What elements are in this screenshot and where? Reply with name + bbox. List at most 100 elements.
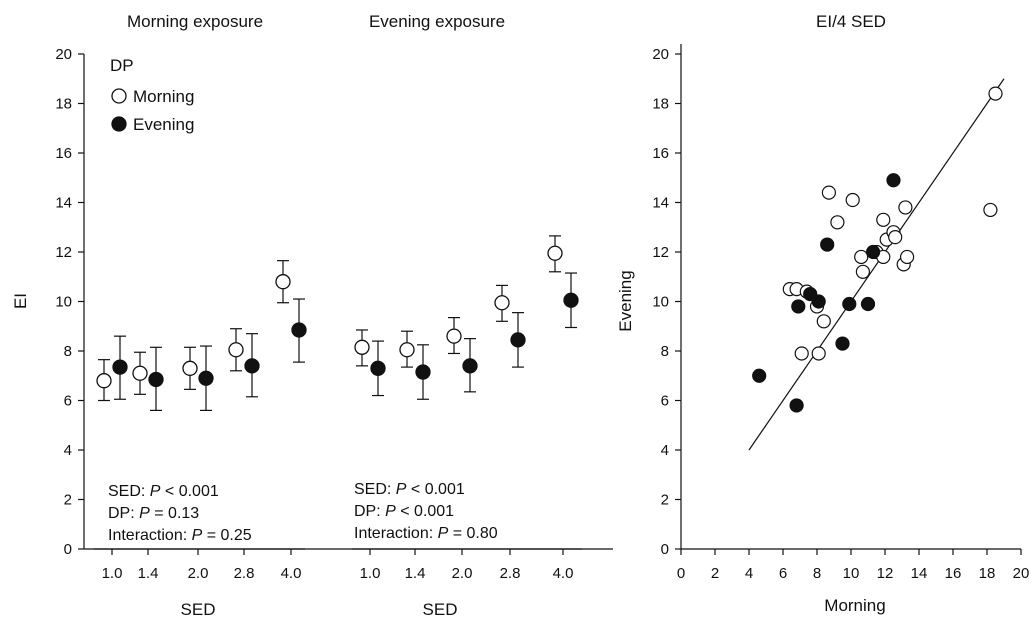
panel-right-scatter: EI/4 SED Morning Evening 0 2 4 6 8 10 12 14 16 18…: [616, 12, 1029, 615]
subplot-0-morning-2-point: [182, 360, 198, 376]
stats-morning-exposure: SED: P < 0.001 DP: P = 0.13 Interaction:…: [108, 483, 252, 544]
right-y-tick-label-2: 4: [661, 442, 669, 459]
subplot-xlabel-evening: SED: [423, 600, 458, 619]
left-y-tick-label-9: 18: [55, 96, 72, 113]
right-title: EI/4 SED: [816, 12, 886, 31]
subplot-1-morning-3-point: [494, 295, 510, 311]
left-y-ticks: 0 2 4 6 8 10 12 14 16 18 20: [55, 46, 84, 558]
subplot-xlabel-morning: SED: [181, 600, 216, 619]
regression-line: [748, 78, 1005, 451]
right-morning-point-7: [821, 185, 837, 200]
right-y-tick-label-1: 2: [661, 492, 669, 509]
subplot-1-x-tick-label-3: 2.8: [500, 565, 521, 582]
right-x-tick-label-2: 4: [745, 565, 753, 582]
right-y-tick-label-0: 0: [661, 541, 669, 558]
right-morning-point-21: [983, 202, 998, 218]
subplot-1-x-tick-label-4: 4.0: [553, 565, 574, 582]
right-x-tick-label-3: 6: [779, 565, 787, 582]
right-y-tick-label-10: 20: [652, 46, 669, 63]
right-evening-point-7: [842, 296, 857, 312]
left-y-tick-label-4: 8: [64, 343, 72, 360]
subplot-0-x-tick-label-1: 1.4: [138, 565, 159, 582]
right-morning-point-13: [876, 212, 891, 227]
left-y-tick-label-10: 20: [55, 46, 72, 63]
right-evening-point-5: [820, 237, 835, 252]
stats-evening-exposure: SED: P < 0.001 DP: P < 0.001 Interaction…: [354, 481, 498, 542]
right-x-tick-label-0: 0: [677, 565, 685, 582]
subplot-title-morning-exposure: Morning exposure: [127, 12, 263, 31]
subplot-0-evening-1-point: [148, 371, 164, 388]
legend-evening-marker: [111, 116, 127, 132]
right-y-tick-label-5: 10: [652, 294, 669, 311]
left-y-tick-label-1: 2: [64, 492, 72, 509]
right-morning-point-11: [855, 264, 871, 279]
right-x-tick-label-8: 16: [945, 565, 962, 582]
left-y-tick-label-3: 6: [64, 393, 72, 410]
right-y-tick-label-8: 16: [652, 145, 669, 162]
legend: DP Morning Evening: [110, 56, 194, 134]
right-morning-point-9: [845, 192, 860, 208]
left-y-tick-label-0: 0: [64, 541, 72, 558]
right-x-tick-label-7: 14: [911, 565, 928, 582]
subplot-0-morning-0-point: [96, 373, 112, 389]
subplot-0-x-tick-label-3: 2.8: [234, 565, 255, 582]
right-evening-point-1: [789, 398, 804, 413]
right-morning-point-22: [988, 86, 1003, 101]
subplot-1-evening-3-point: [510, 332, 526, 348]
subplot-title-evening-exposure: Evening exposure: [369, 12, 505, 31]
right-evening-point-10: [886, 173, 901, 188]
stat-evening-dp: DP: P < 0.001: [354, 503, 454, 520]
right-x-tick-label-5: 10: [843, 565, 860, 582]
subplot-0-evening-0-point: [112, 359, 128, 375]
subplot-1-x-tick-label-2: 2.0: [452, 565, 473, 582]
right-morning-point-17: [888, 230, 903, 245]
subplot-1-morning-2-point: [446, 328, 462, 344]
stat-morning-sed: SED: P < 0.001: [108, 483, 219, 500]
left-y-tick-label-7: 14: [55, 195, 72, 212]
right-evening-point-4: [811, 294, 826, 309]
right-x-tick-label-6: 12: [877, 565, 894, 582]
subplot-evening-exposure: Evening exposure SED 1.0 1.4 2.0 2.8 4.0: [352, 12, 582, 619]
subplot-1-evening-4-point: [563, 292, 579, 308]
legend-morning-label: Morning: [133, 87, 194, 106]
subplot-0-morning-4-point: [275, 274, 291, 290]
right-evening-point-2: [791, 299, 806, 314]
left-y-tick-label-5: 10: [55, 294, 72, 311]
right-morning-point-8: [830, 215, 845, 230]
stat-evening-sed: SED: P < 0.001: [354, 481, 465, 498]
subplot-0-morning-1-point: [132, 365, 148, 381]
left-y-tick-label-6: 12: [55, 244, 72, 261]
subplot-0-evening-3-point: [244, 358, 260, 374]
left-y-axis-label: EI: [11, 293, 30, 309]
right-morning-point-19: [898, 200, 913, 215]
stat-evening-interaction: Interaction: P = 0.80: [354, 525, 498, 542]
subplot-morning-exposure: Morning exposure SED 1.0 1.4 2.0 2.8 4.0: [94, 12, 307, 619]
right-morning-point-4: [811, 346, 826, 361]
legend-title: DP: [110, 56, 134, 75]
subplot-1-x-tick-label-0: 1.0: [360, 565, 381, 582]
right-y-tick-label-6: 12: [652, 244, 669, 261]
subplot-0-morning-3-point: [228, 342, 244, 358]
panel-left: 0 2 4 6 8 10 12 14 16 18 20 EI Morning exposure SE…: [11, 12, 613, 619]
right-evening-point-0: [752, 368, 767, 383]
right-morning-point-6: [816, 314, 831, 329]
subplot-0-x-tick-label-0: 1.0: [102, 565, 123, 582]
left-y-tick-label-2: 4: [64, 442, 72, 459]
subplot-1-morning-4-point: [547, 245, 563, 261]
right-evening-point-6: [835, 336, 850, 351]
subplot-1-evening-2-point: [462, 358, 478, 374]
subplot-0-x-tick-label-4: 4.0: [281, 565, 302, 582]
legend-morning-marker: [111, 88, 127, 104]
right-x-tick-label-10: 20: [1013, 565, 1030, 582]
subplot-1-morning-0-point: [354, 339, 370, 355]
right-y-axis-label: Evening: [616, 270, 635, 331]
right-x-axis-label: Morning: [824, 596, 885, 615]
subplot-0-evening-2-point: [198, 370, 214, 386]
left-y-tick-label-8: 16: [55, 145, 72, 162]
right-evening-point-9: [865, 244, 881, 260]
subplot-1-morning-1-point: [399, 342, 415, 358]
right-y-tick-label-4: 8: [661, 343, 669, 360]
right-x-tick-label-9: 18: [979, 565, 996, 582]
right-y-tick-label-3: 6: [661, 393, 669, 410]
